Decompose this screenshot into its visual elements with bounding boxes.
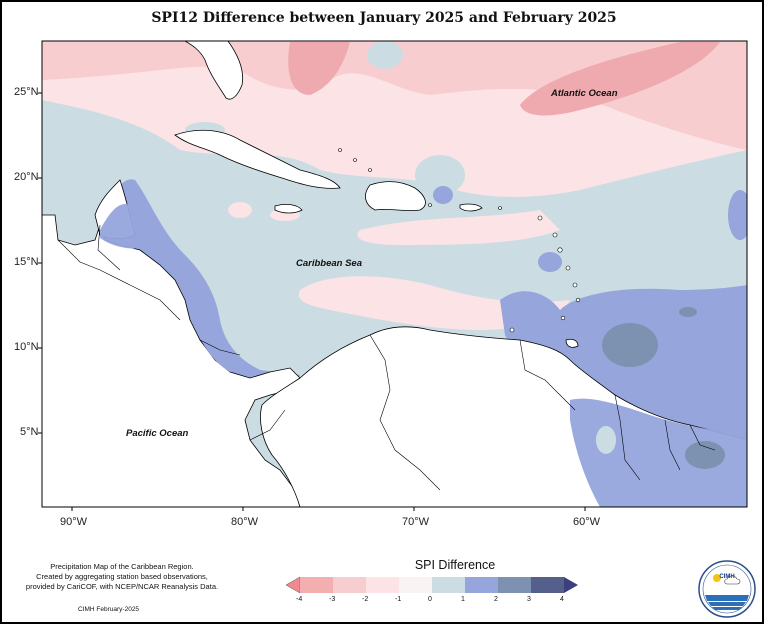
footer-text: CIMH February-2025 <box>78 606 140 613</box>
blue-mid-patch2 <box>728 190 747 240</box>
blue-light-over-guiana <box>596 426 616 454</box>
legend-swatch <box>333 577 366 593</box>
legend-arrow-high <box>564 577 578 593</box>
pink-zone-north <box>42 41 747 150</box>
pink-zone-atlantic <box>520 42 720 116</box>
logo-text: CIMH <box>719 574 735 580</box>
legend-tick-label: 0 <box>428 596 432 603</box>
blue-overlay-honduras <box>100 204 142 249</box>
label-pacific-ocean: Pacific Ocean <box>126 428 189 439</box>
legend-swatch <box>498 577 531 593</box>
pink-patch-center <box>298 276 570 330</box>
credits-line-2: Created by aggregating station based obs… <box>36 572 208 581</box>
legend-swatch <box>432 577 465 593</box>
blue-mid-patch1 <box>538 252 562 272</box>
legend-tick-label: 2 <box>494 596 498 603</box>
label-atlantic-ocean: Atlantic Ocean <box>551 88 618 99</box>
legend-title: SPI Difference <box>414 558 496 572</box>
legend-arrow-low <box>285 576 301 594</box>
credits-line-1: Precipitation Map of the Caribbean Regio… <box>50 562 194 571</box>
lon-label-70w: 70°W <box>402 516 430 528</box>
pink-zone-nw <box>288 42 350 95</box>
map-border <box>41 40 748 508</box>
land-puerto-rico <box>459 203 483 212</box>
legend-swatch <box>399 577 432 593</box>
legend-tick-label: -1 <box>395 596 402 603</box>
lat-label-25n: 25°N <box>14 86 39 98</box>
blue-patch-north <box>367 41 403 69</box>
land-florida <box>184 41 244 100</box>
legend-tick-label: 1 <box>461 596 465 603</box>
blue-patch-northeast <box>415 155 465 195</box>
lat-label-5n: 5°N <box>20 426 39 438</box>
blue-dark-over-guiana <box>685 441 725 469</box>
credits-block: Precipitation Map of the Caribbean Regio… <box>12 562 232 592</box>
lon-label-80w: 80°W <box>231 516 259 528</box>
map-title: SPI12 Difference between January 2025 an… <box>151 10 617 26</box>
lat-label-15n: 15°N <box>14 256 39 268</box>
legend-tick-label: 3 <box>527 596 531 603</box>
pink-patch-caribbean-east <box>357 210 560 245</box>
legend-swatch <box>366 577 399 593</box>
country-borders <box>57 224 716 491</box>
legend-swatch <box>465 577 498 593</box>
label-caribbean-sea: Caribbean Sea <box>296 258 362 269</box>
legend-tick-label: -3 <box>329 596 336 603</box>
blue-mid-patch3 <box>433 186 453 204</box>
legend-swatch <box>300 577 333 593</box>
legend-tick-label: 4 <box>560 596 564 603</box>
lon-label-90w: 90°W <box>60 516 88 528</box>
blue-dark-patch2 <box>679 307 697 317</box>
lesser-antilles <box>338 148 581 333</box>
pink-patch-small1 <box>228 202 252 218</box>
axis-ticks <box>38 92 586 511</box>
credits-line-3: provided by CariCOF, with NCEP/NCAR Rean… <box>25 582 219 591</box>
lat-label-10n: 10°N <box>14 341 39 353</box>
blue-overlay-guiana <box>570 398 747 507</box>
land-cuba <box>174 129 341 189</box>
lon-label-60w: 60°W <box>573 516 601 528</box>
land-hispaniola <box>365 181 426 211</box>
land-jamaica <box>274 203 303 214</box>
legend-tick-label: -2 <box>362 596 369 603</box>
lat-label-20n: 20°N <box>14 171 39 183</box>
legend-swatch <box>531 577 564 593</box>
legend-tick-label: -4 <box>296 596 303 603</box>
blue-overlay-nicaragua <box>183 260 255 372</box>
cimh-logo <box>698 560 756 618</box>
land-trinidad <box>565 338 579 348</box>
blue-dark-patch1 <box>602 323 658 367</box>
